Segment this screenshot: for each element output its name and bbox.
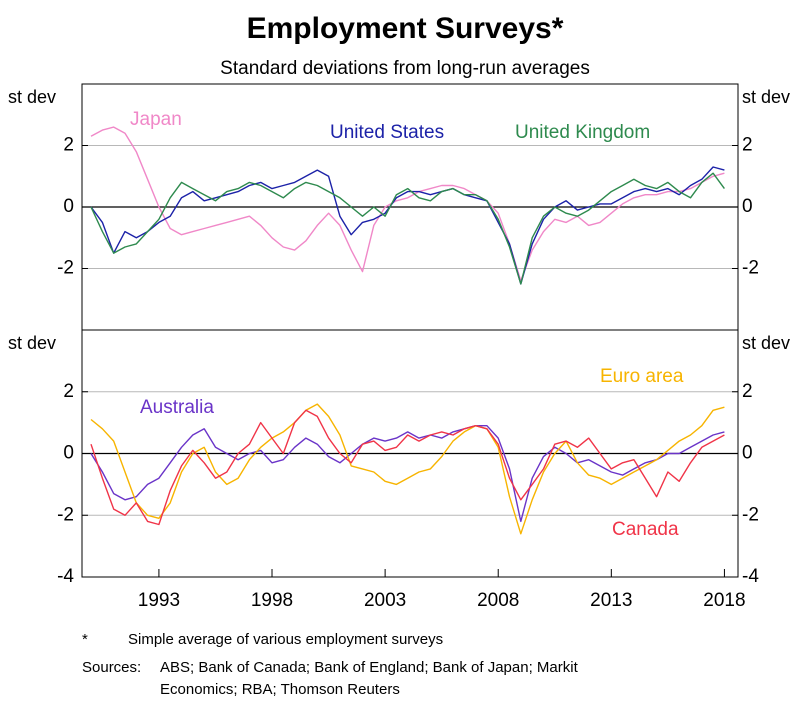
sources-line: ABS; Bank of Canada; Bank of England; Ba… <box>160 659 579 676</box>
series-line <box>90 172 725 285</box>
x-tick-label: 2013 <box>590 590 632 611</box>
series-line <box>90 425 725 523</box>
series-line <box>90 403 725 535</box>
series-label: Australia <box>140 397 214 418</box>
chart-title: Employment Surveys* <box>247 12 564 45</box>
y-tick-label: -4 <box>57 566 74 587</box>
x-tick-label: 2008 <box>477 590 519 611</box>
x-tick-label: 1998 <box>251 590 293 611</box>
series-line <box>90 166 725 285</box>
series-label: Euro area <box>600 366 684 387</box>
y2-tick-label: 2 <box>742 135 753 156</box>
series-line <box>90 409 725 526</box>
y-axis-unit: st dev <box>8 333 56 353</box>
x-tick-label: 1993 <box>138 590 180 611</box>
y2-tick-label: 0 <box>742 443 753 464</box>
series-line <box>90 126 725 282</box>
note-text: Simple average of various employment sur… <box>128 631 443 648</box>
y-tick-label: -2 <box>57 258 74 279</box>
series-label: Japan <box>130 109 182 130</box>
y-tick-label: 2 <box>63 135 74 156</box>
y-axis-unit: st dev <box>8 87 56 107</box>
x-tick-label: 2018 <box>703 590 745 611</box>
note-marker: * <box>82 631 88 648</box>
sources-line: Economics; RBA; Thomson Reuters <box>160 681 400 698</box>
y-tick-label: -2 <box>57 504 74 525</box>
y-tick-label: 0 <box>63 196 74 217</box>
y2-tick-label: -4 <box>742 566 759 587</box>
y-tick-label: 0 <box>63 443 74 464</box>
y2-axis-unit: st dev <box>742 87 790 107</box>
series-label: Canada <box>612 519 679 540</box>
chart-subtitle: Standard deviations from long-run averag… <box>220 58 590 79</box>
plot-frame <box>81 329 739 578</box>
y2-tick-label: -2 <box>742 258 759 279</box>
series-label: United Kingdom <box>515 122 650 143</box>
x-tick-label: 2003 <box>364 590 406 611</box>
y2-tick-label: 0 <box>742 196 753 217</box>
sources-label: Sources: <box>82 659 141 676</box>
y2-tick-label: 2 <box>742 381 753 402</box>
series-label: United States <box>330 122 444 143</box>
y-tick-label: 2 <box>63 381 74 402</box>
y2-tick-label: -2 <box>742 504 759 525</box>
y2-axis-unit: st dev <box>742 333 790 353</box>
